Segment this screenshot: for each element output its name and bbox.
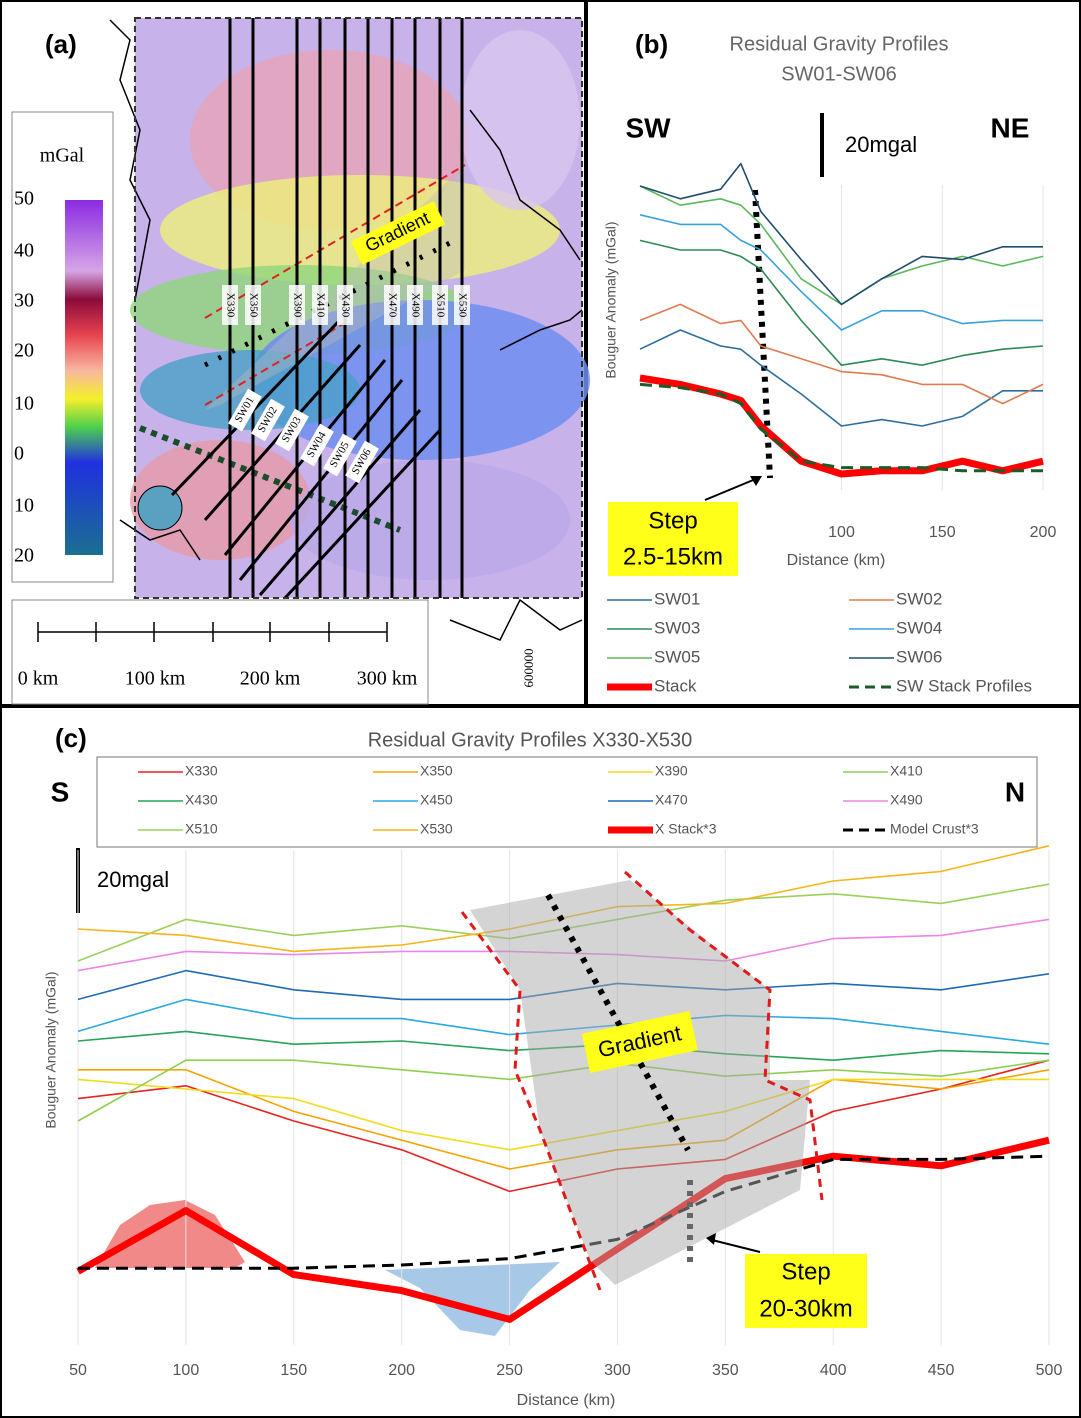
- profile-label: X530: [456, 293, 468, 318]
- legend-label: SW Stack Profiles: [896, 676, 1032, 695]
- scale-label: 200 km: [240, 668, 301, 690]
- colorbar-title: mGal: [40, 145, 85, 167]
- direction-label: NE: [991, 112, 1030, 143]
- x-axis-label: Distance (km): [787, 552, 886, 569]
- colorbar-label: 0: [14, 443, 24, 465]
- legend-label: X490: [890, 792, 923, 808]
- panel-label: (a): [45, 29, 77, 59]
- chart-title: Residual Gravity Profiles: [730, 33, 949, 55]
- direction-label: S: [51, 776, 70, 807]
- y-axis-label: Bouguer Anomaly (mGal): [43, 971, 59, 1128]
- annotation: Step: [781, 1258, 830, 1285]
- annotation: 20-30km: [759, 1295, 852, 1322]
- annotation: 2.5-15km: [623, 543, 723, 570]
- legend-label: X430: [185, 792, 218, 808]
- direction-label: SW: [625, 112, 671, 143]
- x-tick-label: 100: [173, 1362, 200, 1379]
- profile-label: X470: [386, 293, 398, 318]
- x-tick-label: 350: [712, 1362, 739, 1379]
- x-tick-label: 200: [388, 1362, 415, 1379]
- profile-label: X330: [224, 293, 236, 318]
- x-tick-label: 50: [69, 1362, 87, 1379]
- legend-label: X510: [185, 821, 218, 837]
- legend-label: SW06: [896, 647, 942, 666]
- x-tick-label: 100: [828, 524, 855, 541]
- legend-label: X390: [655, 763, 688, 779]
- figure: (a) mGal 600000 (b) Residual Gravity Pro…: [0, 0, 1081, 1418]
- legend-label: X450: [420, 792, 453, 808]
- x-axis-label: Distance (km): [517, 1392, 616, 1409]
- legend-label: SW01: [654, 589, 700, 608]
- direction-label: N: [1005, 776, 1025, 807]
- chart-subtitle: SW01-SW06: [781, 63, 897, 85]
- legend-label: X410: [890, 763, 923, 779]
- legend-label: X330: [185, 763, 218, 779]
- scale-label: 100 km: [125, 668, 186, 690]
- colorbar-label: 40: [14, 240, 34, 262]
- legend-label: X530: [420, 821, 453, 837]
- profile-label: X430: [339, 293, 351, 318]
- profile-label: X390: [291, 293, 303, 318]
- colorbar-label: 10: [14, 393, 34, 415]
- colorbar: [65, 200, 103, 555]
- colorbar-label: 30: [14, 290, 34, 312]
- scale-label: 20mgal: [97, 867, 169, 892]
- x-tick-label: 300: [604, 1362, 631, 1379]
- annotation: Step: [648, 507, 697, 534]
- profile-label: X490: [409, 293, 421, 318]
- scale-label: 0 km: [18, 668, 59, 690]
- colorbar-label: 20: [14, 340, 34, 362]
- scale-label: 300 km: [357, 668, 418, 690]
- profile-label: X410: [314, 293, 326, 318]
- x-tick-label: 150: [929, 524, 956, 541]
- legend-label: X470: [655, 792, 688, 808]
- colorbar-label: 10: [14, 495, 34, 517]
- x-tick-label: 150: [280, 1362, 307, 1379]
- legend-label: Stack: [654, 676, 697, 695]
- x-tick-label: 400: [820, 1362, 847, 1379]
- colorbar-label: 20: [14, 545, 34, 567]
- legend-label: X350: [420, 763, 453, 779]
- legend-label: SW05: [654, 647, 700, 666]
- x-tick-label: 450: [928, 1362, 955, 1379]
- legend-label: SW03: [654, 618, 700, 637]
- panel-label: (b): [635, 29, 668, 59]
- profile-label: X350: [247, 293, 259, 318]
- x-tick-label: 250: [496, 1362, 523, 1379]
- chart-title: Residual Gravity Profiles X330-X530: [368, 729, 693, 751]
- legend-label: SW02: [896, 589, 942, 608]
- colorbar-label: 50: [14, 188, 34, 210]
- x-tick-label: 200: [1030, 524, 1057, 541]
- scale-label: 20mgal: [845, 132, 917, 157]
- legend-label: SW04: [896, 618, 942, 637]
- page: (a) mGal 600000 (b) Residual Gravity Pro…: [0, 0, 1081, 1418]
- map-anomaly: [290, 460, 570, 580]
- y-axis-label: Bouguer Anomaly (mGal): [603, 221, 619, 378]
- x-tick-label: 500: [1036, 1362, 1063, 1379]
- profile-label: X510: [434, 293, 446, 318]
- coordinate-label: 600000: [521, 649, 536, 688]
- panel-label: (c): [55, 723, 87, 753]
- legend-label: Model Crust*3: [890, 821, 979, 837]
- legend-label: X Stack*3: [655, 821, 717, 837]
